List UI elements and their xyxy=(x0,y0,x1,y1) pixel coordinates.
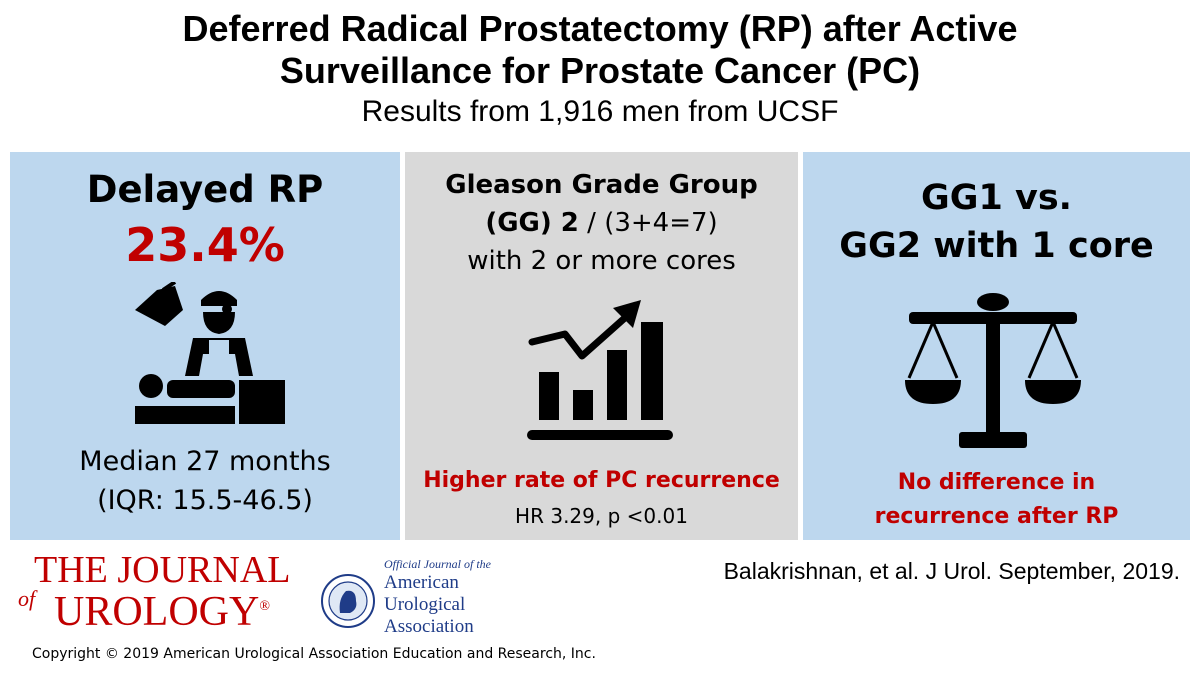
comparison-panel: GG1 vs. GG2 with 1 core No difference in… xyxy=(803,152,1190,540)
delayed-rp-panel: Delayed RP 23.4% Median 27 months (IQR: … xyxy=(10,152,400,540)
surgeon-operating-icon xyxy=(135,282,285,424)
aua-name-line-3: Association xyxy=(384,616,474,637)
journal-of-text: of xyxy=(18,586,36,611)
aua-wordmark: Official Journal of the American Urologi… xyxy=(384,556,491,638)
aua-name-line-2: Urological xyxy=(384,594,466,615)
copyright: Copyright © 2019 American Urological Ass… xyxy=(32,646,596,662)
balance-scale-icon xyxy=(905,293,1081,448)
page-subtitle: Results from 1,916 men from UCSF xyxy=(361,95,839,128)
title-block: Deferred Radical Prostatectomy (RP) afte… xyxy=(0,8,1200,130)
journal-of-urology-logo: of THE JOURNAL UROLOGY® xyxy=(18,548,318,638)
gleason-cores: with 2 or more cores xyxy=(467,246,736,276)
gleason-grade-bold: (GG) 2 xyxy=(485,208,579,238)
gleason-heading: Gleason Grade Group xyxy=(445,170,758,200)
delayed-rp-heading: Delayed RP xyxy=(86,168,324,211)
gleason-grade-line: (GG) 2 / (3+4=7) xyxy=(405,208,798,238)
aua-official-line: Official Journal of the xyxy=(384,557,491,571)
journal-the-text: THE JOURNAL xyxy=(34,549,291,591)
median-months: Median 27 months xyxy=(79,446,331,477)
delayed-rp-percent: 23.4% xyxy=(125,218,285,272)
comparison-finding-1: No difference in xyxy=(897,470,1096,495)
journal-urology-word: UROLOGY xyxy=(54,589,260,635)
comparison-heading-2: GG2 with 1 core xyxy=(839,226,1154,266)
gleason-stats: HR 3.29, p <0.01 xyxy=(515,504,688,528)
iqr-range: (IQR: 15.5-46.5) xyxy=(97,485,313,516)
citation: Balakrishnan, et al. J Urol. September, … xyxy=(723,558,1180,584)
aua-name-line-1: American xyxy=(384,572,459,593)
page-title-line-2: Surveillance for Prostate Cancer (PC) xyxy=(279,50,921,91)
comparison-heading-1: GG1 vs. xyxy=(921,178,1072,218)
comparison-finding-2: recurrence after RP xyxy=(874,504,1119,529)
registered-mark: ® xyxy=(259,599,270,614)
rising-bar-chart-icon xyxy=(527,300,673,440)
page-title-line-1: Deferred Radical Prostatectomy (RP) afte… xyxy=(182,8,1018,49)
gleason-finding: Higher rate of PC recurrence xyxy=(423,468,780,493)
gleason-panel: Gleason Grade Group (GG) 2 / (3+4=7) wit… xyxy=(405,152,798,540)
journal-urology-text: UROLOGY® xyxy=(54,588,270,636)
aua-seal-icon xyxy=(321,574,375,628)
gleason-grade-rest: / (3+4=7) xyxy=(578,208,718,238)
